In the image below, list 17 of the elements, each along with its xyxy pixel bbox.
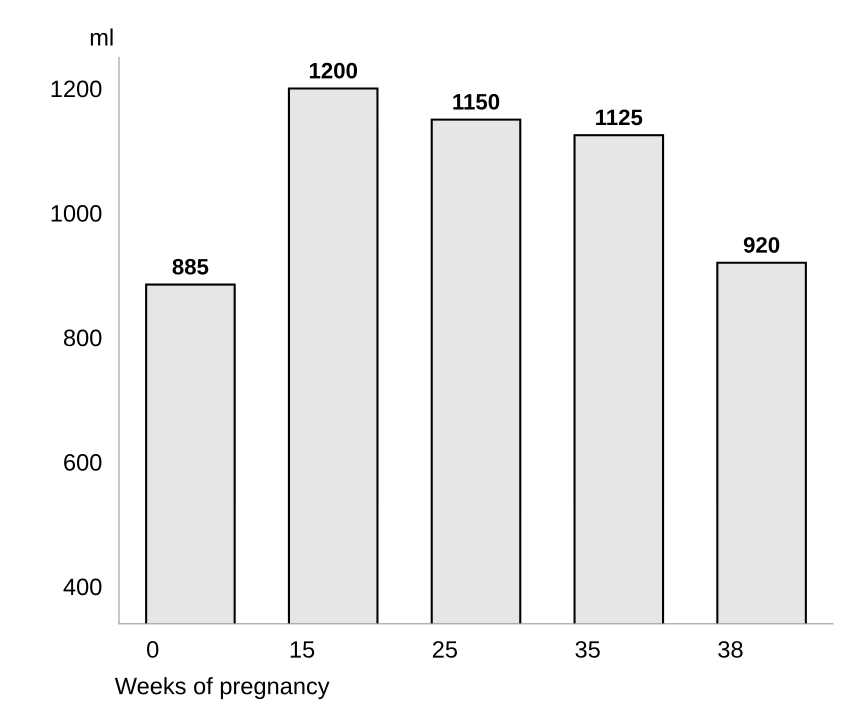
x-tick-label: 25 [432,641,458,658]
y-tick-label: 600 [64,454,102,471]
data-label: 1150 [453,94,500,110]
data-label: 1125 [596,109,642,126]
y-axis-title: ml [90,28,113,46]
data-label: 885 [172,258,208,275]
y-tick-label: 1200 [52,80,102,98]
data-label: 1200 [310,62,358,79]
x-axis-title: Weeks of pregnancy [114,677,330,700]
y-tick-label: 800 [64,330,102,346]
x-tick-label: 0 [147,641,158,658]
data-label: 920 [744,237,780,253]
x-tick-label: 35 [575,641,600,658]
x-tick-label: 15 [290,641,314,658]
y-tick-label: 400 [63,578,102,596]
y-tick-label: 1000 [52,205,102,222]
x-tick-label: 38 [718,641,743,658]
